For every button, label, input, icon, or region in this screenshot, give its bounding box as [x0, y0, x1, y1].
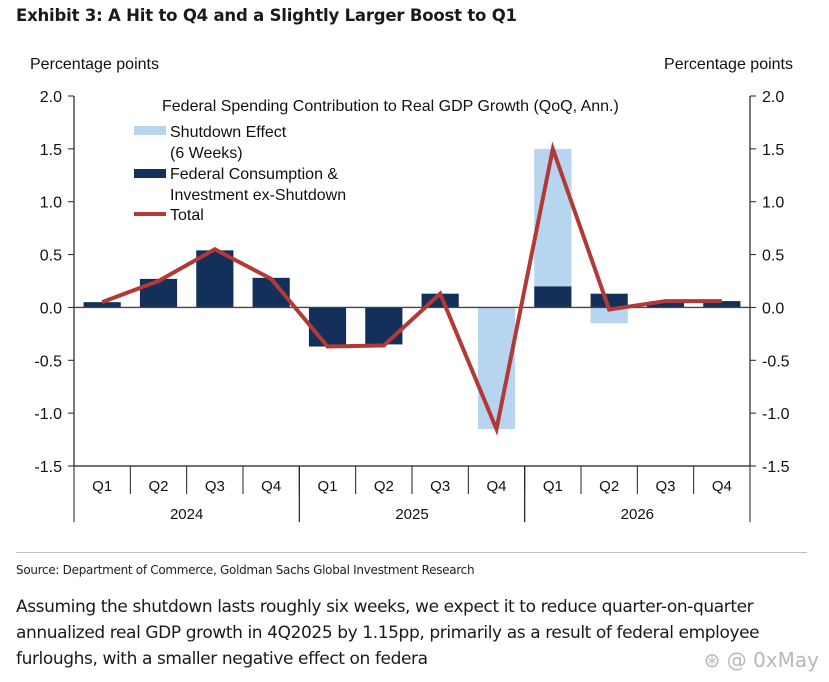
- bar-federal-consumption: [196, 250, 234, 308]
- year-label: 2025: [395, 506, 428, 523]
- y-tick-label-left: -0.5: [34, 353, 62, 370]
- y-tick-label-left: 2.0: [40, 89, 62, 106]
- y-tick-label-right: 0.0: [762, 300, 784, 317]
- bar-federal-consumption: [308, 307, 347, 347]
- bar-federal-consumption: [646, 302, 685, 308]
- y-axis-unit-right: Percentage points: [664, 56, 793, 73]
- y-tick-label-right: 1.5: [762, 142, 784, 159]
- y-tick-label-right: 1.0: [762, 195, 784, 212]
- bar-federal-consumption: [534, 286, 572, 308]
- legend-label-federal: Federal Consumption &: [170, 166, 338, 183]
- x-tick-label: Q3: [430, 478, 450, 495]
- y-tick-label-left: 1.5: [40, 142, 62, 159]
- x-tick-label: Q1: [543, 478, 563, 495]
- x-tick-label: Q1: [317, 478, 337, 495]
- legend-label-shutdown: (6 Weeks): [170, 145, 243, 162]
- total-line: [101, 141, 722, 436]
- chart: 2.0 2.0 1.5 1.5 1.0 1.0 0.5 0.5 0.0 0.0 -0.5 -0.5 -1…: [34, 89, 789, 523]
- x-tick-label: Q2: [599, 478, 619, 495]
- x-tick-label: Q2: [374, 478, 394, 495]
- watermark: ⊛ @ 0xMay: [703, 648, 819, 672]
- body-paragraph: Assuming the shutdown lasts roughly six …: [16, 597, 760, 669]
- bar-federal-consumption: [139, 278, 178, 308]
- legend-swatch-federal: [134, 169, 166, 178]
- legend-label-total: Total: [170, 207, 204, 224]
- y-tick-label-right: 2.0: [762, 89, 784, 106]
- year-label: 2024: [170, 506, 203, 523]
- y-tick-label-right: -0.5: [762, 353, 790, 370]
- x-tick-label: Q1: [92, 478, 112, 495]
- x-tick-label: Q2: [148, 478, 168, 495]
- x-tick-label: Q3: [655, 478, 675, 495]
- x-tick-label: Q4: [712, 478, 732, 495]
- source-note: Source: Department of Commerce, Goldman …: [16, 563, 475, 577]
- exhibit-title: Exhibit 3: A Hit to Q4 and a Slightly La…: [16, 6, 517, 25]
- chart-title: Federal Spending Contribution to Real GD…: [162, 98, 619, 115]
- x-tick-label: Q4: [486, 478, 506, 495]
- legend: Shutdown Effect (6 Weeks) Federal Consumpt…: [134, 124, 346, 224]
- x-tick-label: Q4: [261, 478, 281, 495]
- y-tick-label-left: 0.0: [40, 300, 62, 317]
- y-tick-label-right: -1.5: [762, 459, 790, 476]
- y-tick-label-right: -1.0: [762, 406, 790, 423]
- bar-federal-consumption: [703, 301, 741, 308]
- legend-swatch-shutdown: [134, 126, 166, 135]
- x-tick-label: Q3: [205, 478, 225, 495]
- y-tick-label-left: -1.5: [34, 459, 62, 476]
- legend-label-federal: Investment ex-Shutdown: [170, 187, 346, 204]
- y-tick-label-left: -1.0: [34, 406, 62, 423]
- y-tick-label-right: 0.5: [762, 248, 784, 265]
- divider: [16, 552, 807, 553]
- total-line-layer: [101, 141, 722, 436]
- legend-label-shutdown: Shutdown Effect: [170, 124, 287, 141]
- bar-federal-consumption: [83, 302, 121, 308]
- bar-shutdown-effect: [590, 307, 628, 324]
- y-tick-label-left: 0.5: [40, 248, 62, 265]
- year-label: 2026: [621, 506, 654, 523]
- y-axis-unit-left: Percentage points: [30, 56, 159, 73]
- bar-federal-consumption: [590, 293, 628, 308]
- axes-layer: 2.0 2.0 1.5 1.5 1.0 1.0 0.5 0.5 0.0 0.0 -0.5 -0.5 -1…: [34, 89, 789, 523]
- bar-federal-consumption: [365, 307, 403, 345]
- y-tick-label-left: 1.0: [40, 195, 62, 212]
